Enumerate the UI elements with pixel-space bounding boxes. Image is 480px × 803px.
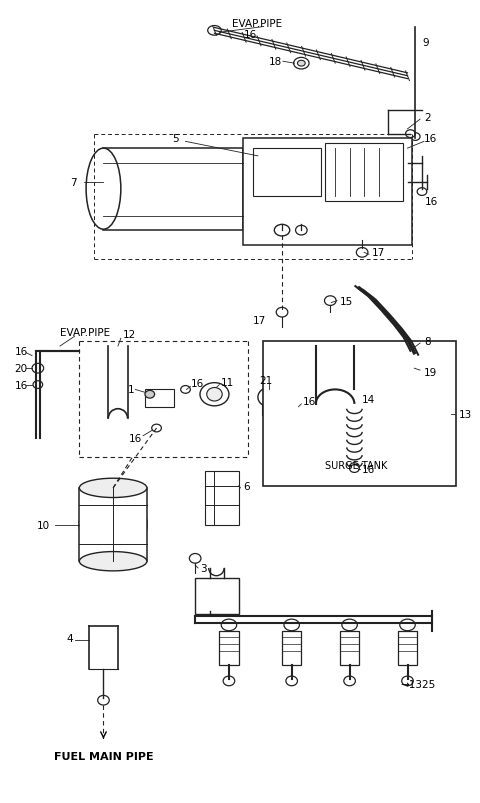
Ellipse shape — [200, 383, 229, 406]
Ellipse shape — [86, 149, 121, 230]
Ellipse shape — [349, 465, 359, 473]
Text: 16: 16 — [303, 397, 316, 406]
Text: 19: 19 — [424, 368, 437, 377]
Ellipse shape — [408, 352, 420, 361]
Ellipse shape — [97, 695, 109, 705]
Ellipse shape — [79, 479, 147, 498]
Text: EVAP.PIPE: EVAP.PIPE — [60, 327, 110, 337]
Ellipse shape — [400, 619, 415, 631]
Ellipse shape — [264, 405, 275, 414]
Ellipse shape — [207, 388, 222, 402]
Ellipse shape — [32, 364, 44, 373]
Ellipse shape — [180, 386, 191, 393]
Ellipse shape — [298, 61, 305, 67]
Text: 16: 16 — [191, 378, 204, 388]
Bar — [219, 631, 239, 665]
Bar — [253, 149, 321, 197]
Bar — [145, 390, 174, 407]
Text: 6: 6 — [243, 481, 250, 491]
Text: 4: 4 — [66, 634, 72, 644]
Bar — [340, 631, 359, 665]
Bar — [195, 578, 239, 614]
Ellipse shape — [406, 131, 415, 138]
Text: 10: 10 — [37, 520, 50, 530]
Text: 17: 17 — [372, 248, 385, 258]
Text: →1325: →1325 — [401, 679, 436, 689]
Text: 9: 9 — [422, 38, 429, 48]
Text: 17: 17 — [252, 316, 265, 325]
Text: 16: 16 — [362, 464, 375, 474]
Ellipse shape — [208, 26, 221, 36]
Text: 21: 21 — [259, 375, 272, 385]
Text: 7: 7 — [70, 177, 76, 188]
Text: 14: 14 — [362, 394, 375, 405]
Ellipse shape — [417, 189, 427, 196]
Text: 18: 18 — [269, 57, 282, 67]
Ellipse shape — [221, 619, 237, 631]
Bar — [398, 631, 417, 665]
Text: 5: 5 — [172, 134, 179, 145]
Text: 16: 16 — [15, 380, 28, 390]
Ellipse shape — [296, 226, 307, 236]
Text: 20: 20 — [15, 364, 28, 373]
Bar — [262, 405, 277, 416]
Ellipse shape — [344, 676, 355, 686]
Text: 1: 1 — [128, 385, 134, 395]
Bar — [79, 488, 147, 561]
Bar — [243, 139, 412, 246]
Ellipse shape — [79, 552, 147, 571]
Text: 15: 15 — [340, 296, 353, 306]
Text: 12: 12 — [123, 330, 136, 340]
Ellipse shape — [258, 388, 281, 407]
Ellipse shape — [286, 676, 298, 686]
Text: FUEL MAIN PIPE: FUEL MAIN PIPE — [54, 752, 153, 761]
Ellipse shape — [294, 403, 303, 411]
Ellipse shape — [152, 425, 161, 432]
Bar — [104, 149, 243, 231]
Ellipse shape — [356, 248, 368, 258]
Ellipse shape — [342, 619, 357, 631]
Ellipse shape — [349, 463, 359, 471]
Text: EVAP.PIPE: EVAP.PIPE — [232, 18, 282, 29]
Ellipse shape — [190, 554, 201, 564]
Text: 16: 16 — [129, 433, 142, 443]
Bar — [325, 144, 403, 202]
Ellipse shape — [145, 391, 155, 398]
Ellipse shape — [324, 296, 336, 306]
Ellipse shape — [33, 381, 43, 389]
Bar — [282, 631, 301, 665]
Text: 8: 8 — [424, 336, 431, 347]
Bar — [263, 342, 456, 487]
Ellipse shape — [79, 488, 147, 561]
Bar — [205, 472, 239, 525]
Ellipse shape — [402, 676, 413, 686]
Text: 2: 2 — [424, 113, 431, 123]
Ellipse shape — [410, 133, 420, 141]
Ellipse shape — [384, 145, 393, 153]
Text: SURGE TANK: SURGE TANK — [325, 460, 388, 470]
Ellipse shape — [276, 308, 288, 318]
Ellipse shape — [284, 619, 300, 631]
Text: 16: 16 — [424, 134, 437, 145]
Text: 11: 11 — [221, 377, 234, 387]
Ellipse shape — [294, 59, 309, 70]
Ellipse shape — [409, 365, 419, 373]
Text: 13: 13 — [459, 409, 472, 419]
Ellipse shape — [274, 225, 290, 237]
Text: 16: 16 — [243, 31, 257, 40]
Text: 16: 16 — [425, 197, 438, 207]
Text: 3: 3 — [200, 563, 206, 573]
Ellipse shape — [223, 676, 235, 686]
Text: 16: 16 — [15, 346, 28, 357]
